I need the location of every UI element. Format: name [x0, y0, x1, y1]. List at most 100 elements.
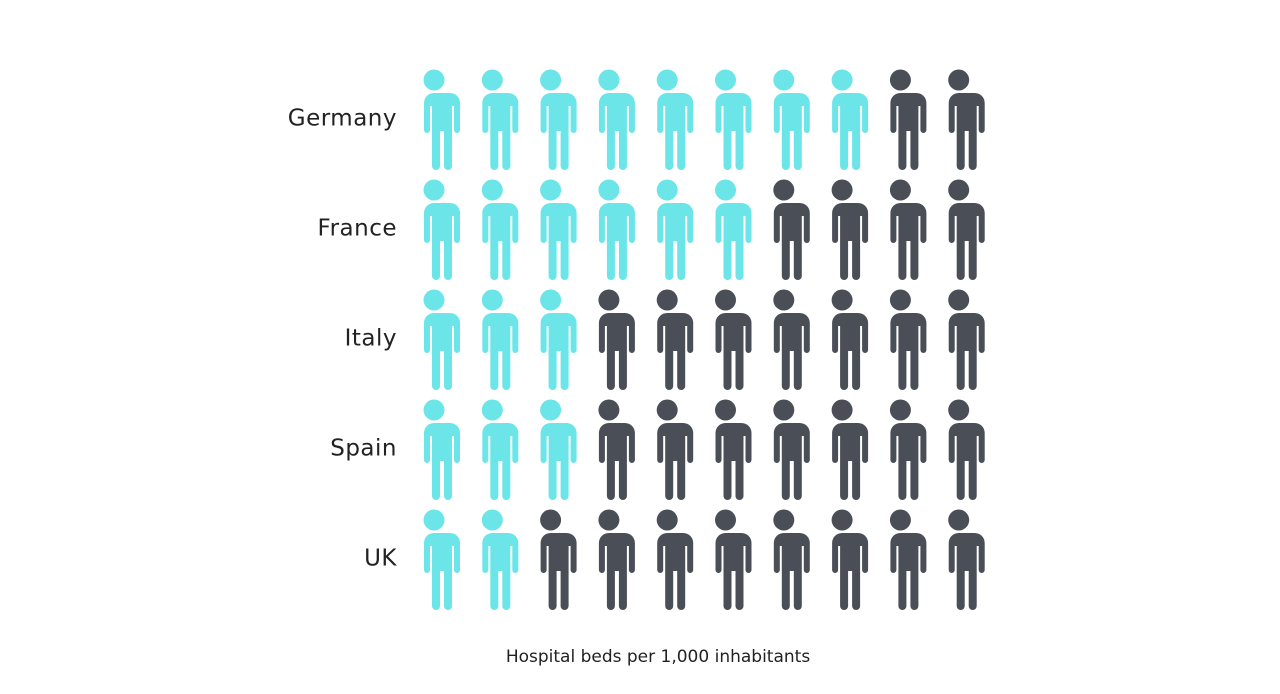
person-icon: [942, 509, 985, 610]
icon-head: [540, 399, 562, 421]
icon-body: [709, 423, 752, 500]
person-icon: [767, 179, 810, 280]
person-icon: [534, 289, 577, 390]
icon-head: [715, 289, 736, 311]
icon-body: [592, 313, 635, 390]
icon-body: [709, 533, 752, 610]
person-icon: [942, 179, 985, 280]
icon-head: [889, 399, 911, 421]
person-icon: [884, 69, 927, 170]
icon-body: [942, 313, 985, 390]
person-icon: [709, 289, 752, 390]
icon-body: [651, 533, 694, 610]
icon-body: [884, 93, 927, 170]
icon-body: [534, 313, 577, 390]
icon-head: [948, 399, 970, 421]
icon-body: [942, 423, 985, 500]
icon-head: [948, 509, 970, 531]
row-label: Spain: [330, 436, 397, 462]
row-label: Germany: [288, 106, 397, 132]
icon-head: [540, 179, 562, 201]
icon-body: [418, 203, 460, 280]
remaining-icons: [592, 289, 985, 390]
icon-head: [598, 179, 620, 201]
icon-head: [715, 69, 736, 91]
person-icon: [709, 399, 752, 500]
icon-head: [481, 399, 503, 421]
icon-head: [948, 179, 970, 201]
icon-body: [651, 93, 694, 170]
icon-body: [534, 93, 577, 170]
icon-head: [656, 69, 678, 91]
person-icon: [767, 509, 810, 610]
icon-body: [534, 423, 577, 500]
person-icon: [418, 399, 460, 500]
filled-icons: [418, 69, 869, 170]
person-icon: [651, 399, 694, 500]
icon-body: [476, 203, 519, 280]
person-icon: [418, 289, 460, 390]
icon-head: [423, 399, 445, 421]
person-icon: [534, 399, 577, 500]
icon-body: [826, 533, 869, 610]
person-icon: [826, 179, 869, 280]
person-icon: [418, 179, 460, 280]
icon-body: [476, 423, 519, 500]
icon-body: [884, 313, 927, 390]
icon-head: [831, 399, 853, 421]
icon-body: [767, 203, 810, 280]
icon-head: [423, 289, 445, 311]
person-icon: [592, 69, 635, 170]
icon-body: [418, 533, 460, 610]
person-icon: [534, 509, 577, 610]
icon-head: [773, 69, 795, 91]
icon-body: [767, 423, 810, 500]
icon-body: [651, 313, 694, 390]
icon-body: [884, 203, 927, 280]
icon-body: [767, 93, 810, 170]
x-axis-label: Hospital beds per 1,000 inhabitants: [506, 647, 811, 667]
person-icon: [884, 289, 927, 390]
person-icon: [942, 69, 985, 170]
icon-head: [423, 69, 445, 91]
icon-body: [651, 423, 694, 500]
icon-body: [942, 93, 985, 170]
icon-head: [715, 399, 736, 421]
icon-head: [889, 69, 911, 91]
remaining-icons: [767, 179, 985, 280]
person-icon: [534, 179, 577, 280]
row-label: UK: [364, 546, 397, 572]
person-icon: [884, 399, 927, 500]
icon-body: [826, 313, 869, 390]
person-icon: [592, 399, 635, 500]
icon-head: [889, 509, 911, 531]
remaining-icons: [884, 69, 985, 170]
person-icon: [476, 69, 519, 170]
icon-body: [767, 533, 810, 610]
person-icon: [651, 289, 694, 390]
icon-body: [418, 313, 460, 390]
icon-body: [418, 423, 460, 500]
person-icon: [709, 179, 752, 280]
person-icon: [709, 69, 752, 170]
icon-head: [656, 509, 678, 531]
icon-body: [767, 313, 810, 390]
icon-body: [592, 533, 635, 610]
icon-head: [423, 509, 445, 531]
icon-body: [709, 313, 752, 390]
remaining-icons: [534, 509, 985, 610]
person-icon: [767, 289, 810, 390]
icon-head: [889, 289, 911, 311]
icon-body: [884, 533, 927, 610]
icon-body: [942, 203, 985, 280]
filled-icons: [418, 509, 519, 610]
icon-body: [592, 203, 635, 280]
icon-body: [592, 423, 635, 500]
icon-body: [651, 203, 694, 280]
icon-body: [418, 93, 460, 170]
icon-head: [715, 179, 736, 201]
row-label: France: [318, 216, 397, 242]
person-icon: [826, 69, 869, 170]
person-icon: [884, 179, 927, 280]
